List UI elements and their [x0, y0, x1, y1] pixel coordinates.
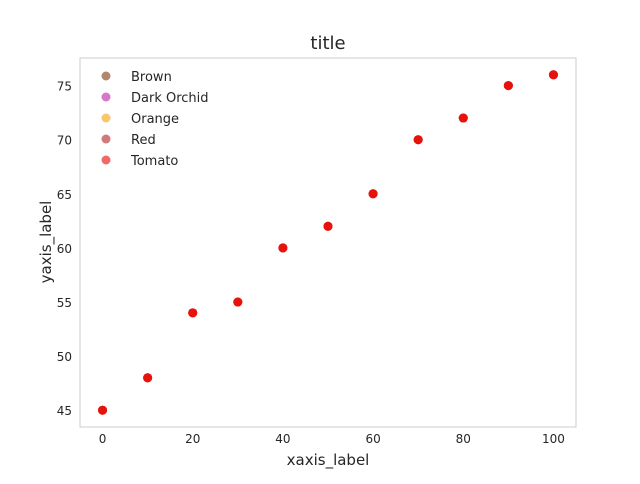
y-tick-label: 55	[57, 296, 72, 310]
y-axis: 45 50 55 60 65 70 75	[57, 80, 72, 419]
plot-area	[79, 57, 577, 428]
y-tick-label: 65	[57, 188, 72, 202]
legend-label: Brown	[131, 70, 172, 85]
y-tick-label: 70	[57, 134, 72, 148]
x-tick-label: 100	[542, 432, 565, 446]
x-tick-label: 0	[99, 432, 107, 446]
legend-marker	[101, 134, 111, 144]
legend-label: Red	[131, 133, 156, 148]
data-point	[278, 243, 288, 253]
legend-marker	[101, 92, 111, 102]
data-point	[323, 221, 333, 231]
x-axis: 0 20 40 60 80 100	[99, 432, 565, 446]
x-tick-label: 20	[185, 432, 200, 446]
legend-label: Tomato	[130, 154, 178, 169]
data-point	[233, 297, 243, 307]
data-point	[458, 113, 468, 123]
data-point	[503, 81, 513, 91]
y-tick-label: 75	[57, 80, 72, 94]
legend-marker	[101, 113, 111, 123]
x-tick-label: 40	[275, 432, 290, 446]
y-tick-label: 60	[57, 242, 72, 256]
legend-marker	[101, 155, 111, 165]
legend-label: Dark Orchid	[131, 91, 209, 106]
data-point	[413, 135, 423, 145]
legend: Brown Dark Orchid Orange Red Tomato	[101, 70, 209, 169]
y-tick-label: 45	[57, 404, 72, 418]
data-point	[98, 405, 108, 415]
legend-label: Orange	[131, 112, 179, 127]
x-tick-label: 60	[365, 432, 380, 446]
y-axis-label: yaxis_label	[37, 201, 56, 284]
data-point	[368, 189, 378, 199]
data-point	[143, 373, 153, 383]
data-point	[548, 70, 558, 80]
chart-title: title	[310, 33, 345, 54]
x-axis-label: xaxis_label	[287, 451, 370, 470]
x-tick-label: 80	[456, 432, 471, 446]
y-tick-label: 50	[57, 350, 72, 364]
data-points	[98, 70, 558, 415]
data-point	[188, 308, 198, 318]
legend-marker	[101, 71, 111, 81]
